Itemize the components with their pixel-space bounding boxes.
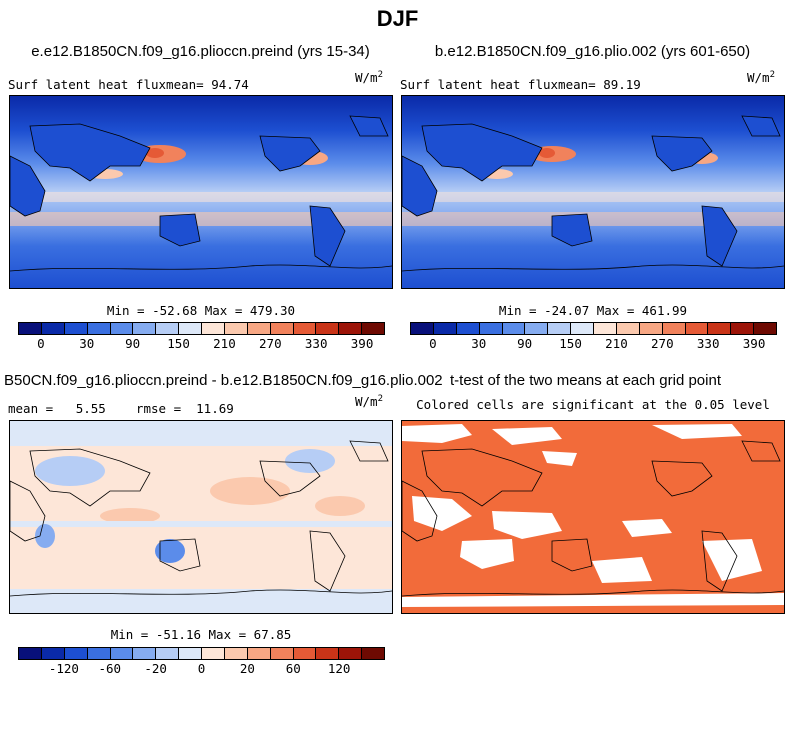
colorbar-cell [411,323,434,334]
colorbar-cell [433,323,457,334]
colorbar-cell [339,648,363,659]
colorbar-cell [685,323,709,334]
panel3-title: B50CN.f09_g16.plioccn.preind - b.e12.B18… [4,372,443,389]
panel2-map-svg [402,96,784,288]
colorbar-cell [41,323,65,334]
panel3-minmax: Min = -51.16 Max = 67.85 [110,627,292,642]
panel3-map-svg [10,421,392,613]
panel2-units: W/m2 [747,70,775,86]
colorbar-cell [293,323,317,334]
colorbar-cell [754,323,776,334]
colorbar-tick-label: 90 [517,336,533,351]
colorbar-cell [247,323,271,334]
colorbar-tick-label: -20 [144,661,167,676]
colorbar-cell [133,323,157,334]
colorbar-cell [247,648,271,659]
figure-title: DJF [376,6,419,31]
colorbar-tick-label: 90 [125,336,141,351]
colorbar-cell [293,648,317,659]
colorbar-cell [202,648,225,659]
colorbar-cell [110,323,134,334]
panel1-map-svg [10,96,392,288]
colorbar-cell [362,648,384,659]
colorbar-cell [156,648,180,659]
panel4-map-svg [402,421,784,613]
colorbar-cell [110,648,134,659]
colorbar-cell [339,323,363,334]
colorbar-tick-label: 0 [197,661,206,676]
colorbar-cell [87,323,111,334]
panel2-map [401,95,785,289]
colorbar-cell [479,323,503,334]
panel1-title: e.e12.B1850CN.f09_g16.plioccn.preind (yr… [31,43,370,60]
colorbar-tick-label: 270 [259,336,282,351]
panel4-map [401,420,785,614]
colorbar-tick-label: 30 [471,336,487,351]
colorbar-tick-label: 30 [79,336,95,351]
colorbar-tick-label: 330 [696,336,720,351]
colorbar-tick-label: 390 [742,336,766,351]
colorbar-cell [502,323,526,334]
colorbar-tick-label: 330 [304,336,328,351]
colorbar-tick-label: 20 [239,661,255,676]
colorbar-cell [525,323,549,334]
panel1-minmax: Min = -52.68 Max = 479.30 [106,303,296,318]
colorbar-cell [662,323,686,334]
colorbar-cell [224,323,248,334]
panel3-stats-label: mean = 5.55 rmse = 11.69 [8,401,234,416]
colorbar-tick-label: 210 [605,336,628,351]
panel2-title: b.e12.B1850CN.f09_g16.plio.002 (yrs 601-… [434,43,751,60]
colorbar-cell [19,323,42,334]
colorbar-cell [179,323,202,334]
colorbar-cell [594,323,617,334]
panel1-units: W/m2 [355,70,383,86]
panel1-colorbar [18,322,385,335]
colorbar-cell [41,648,65,659]
colorbar-cell [362,323,384,334]
colorbar-cell [87,648,111,659]
colorbar-cell [316,648,340,659]
colorbar-tick-label: 150 [167,336,190,351]
colorbar-cell [179,648,202,659]
colorbar-cell [639,323,663,334]
colorbar-cell [270,648,294,659]
colorbar-cell [616,323,640,334]
panel2-mean-label: Surf latent heat fluxmean= 89.19 [400,77,641,92]
colorbar-tick-label: -120 [48,661,79,676]
colorbar-tick-label: 150 [559,336,582,351]
panel3-map [9,420,393,614]
panel2-colorbar [410,322,777,335]
panel3-units: W/m2 [355,394,383,410]
colorbar-tick-label: 60 [285,661,301,676]
colorbar-cell [156,323,180,334]
colorbar-cell [571,323,594,334]
colorbar-cell [133,648,157,659]
colorbar-tick-label: 0 [37,336,45,351]
colorbar-tick-label: 210 [213,336,236,351]
panel4-title: t-test of the two means at each grid poi… [450,372,721,389]
panel1-mean-label: Surf latent heat fluxmean= 94.74 [8,77,249,92]
panel4-subtitle: Colored cells are significant at the 0.0… [416,397,770,412]
colorbar-cell [270,323,294,334]
colorbar-cell [708,323,732,334]
colorbar-tick-label: 120 [327,661,351,676]
colorbar-tick-label: 0 [429,336,437,351]
colorbar-cell [731,323,755,334]
colorbar-cell [224,648,248,659]
colorbar-cell [316,323,340,334]
colorbar-cell [456,323,480,334]
panel1-map [9,95,393,289]
colorbar-cell [19,648,42,659]
colorbar-cell [64,323,88,334]
colorbar-cell [64,648,88,659]
panel3-colorbar [18,647,385,660]
colorbar-cell [202,323,225,334]
colorbar-tick-label: 270 [651,336,674,351]
panel2-minmax: Min = -24.07 Max = 461.99 [498,303,688,318]
colorbar-tick-label: 390 [350,336,374,351]
colorbar-tick-label: -60 [98,661,122,676]
colorbar-cell [548,323,572,334]
